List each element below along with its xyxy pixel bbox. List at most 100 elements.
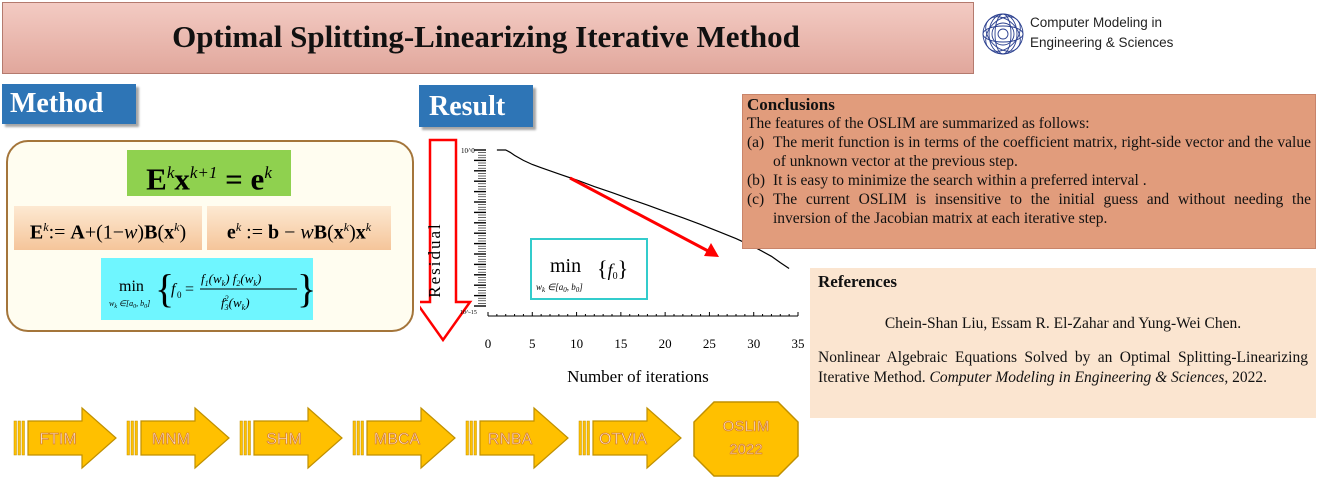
arrow-label: FTIM (39, 431, 76, 448)
chart-min-label: min (550, 255, 581, 277)
arrow-tail-stripe (586, 420, 590, 456)
svg-text:=: = (185, 281, 194, 298)
x-tick-label: 35 (792, 336, 805, 351)
arrow-shape (366, 406, 456, 470)
x-tick-label: 30 (747, 336, 760, 351)
arrow-tail-stripe (13, 420, 17, 456)
arrow-label: RNBA (488, 431, 533, 448)
arrow-shape (140, 406, 230, 470)
references-citation-year: , 2022. (1224, 369, 1267, 386)
y-axis-label: Residual (425, 222, 444, 298)
references-citation: Nonlinear Algebraic Equations Solved by … (818, 348, 1308, 388)
y-tick-label-top: 10^0 (461, 147, 475, 155)
equation-matrix-split: Ek:= A+(1−w)B(xk) (14, 206, 202, 250)
x-tick-label: 20 (659, 336, 672, 351)
method-heading: Method (2, 84, 136, 124)
arrow-tail-stripe (469, 420, 473, 456)
trend-arrow-head (704, 243, 719, 257)
arrow-shape (27, 406, 117, 470)
timeline-arrow-otvia: OTVIA (578, 406, 682, 470)
conclusion-text: It is easy to minimize the search within… (773, 172, 1147, 189)
svg-text:0: 0 (177, 290, 182, 300)
svg-text:f1(wk) f2(wk): f1(wk) f2(wk) (201, 271, 261, 288)
x-tick-label: 0 (485, 336, 492, 351)
arrow-shape (592, 406, 682, 470)
arrow-label: MBCA (374, 431, 421, 448)
arrow-tail-stripe (130, 420, 134, 456)
conclusion-label: (c) (747, 191, 765, 208)
svg-text:min: min (119, 278, 144, 295)
svg-text:{: { (155, 266, 174, 311)
arrow-shape (479, 406, 569, 470)
conclusion-item: (a) The merit function is in terms of th… (747, 133, 1311, 171)
conclusion-item: (c) The current OSLIM is insensitive to … (747, 190, 1311, 228)
references-citation-journal: Computer Modeling in Engineering & Scien… (929, 369, 1225, 386)
arrow-tail-stripe (473, 420, 477, 456)
y-axis-ticks (474, 149, 486, 307)
conclusions-title: Conclusions (747, 95, 835, 114)
svg-text:wk ∈[a0, b0]: wk ∈[a0, b0] (109, 299, 150, 310)
x-tick-label: 15 (614, 336, 627, 351)
journal-name-line2: Engineering & Sciences (1030, 35, 1174, 50)
x-tick-label: 5 (529, 336, 536, 351)
conclusion-item: (b) It is easy to minimize the search wi… (747, 171, 1311, 190)
final-method-shape (693, 401, 799, 477)
arrow-tail-stripe (243, 420, 247, 456)
equation-main: Ekxk+1 = ek (127, 150, 291, 196)
references-title: References (818, 272, 897, 291)
y-tick-label-bottom: 10^-15 (460, 310, 477, 316)
arrow-tail-stripe (352, 420, 356, 456)
timeline-arrow-ftim: FTIM (13, 406, 117, 470)
svg-text:}: } (297, 266, 313, 311)
references-authors: Chein-Shan Liu, Essam R. El-Zahar and Yu… (884, 315, 1242, 332)
chart-min-box (530, 238, 648, 300)
chart-min-f0: {f0} (597, 256, 628, 282)
x-axis-ticks: 0 5 10 15 20 25 30 35 (485, 312, 805, 351)
arrow-tail-stripe (17, 420, 21, 456)
title-banner (2, 2, 974, 74)
timeline-arrow-rnba: RNBA (465, 406, 569, 470)
x-tick-label: 10 (570, 336, 583, 351)
arrow-tail-stripe (21, 420, 25, 456)
arrow-tail-stripe (126, 420, 130, 456)
conclusion-text: The current OSLIM is insensitive to the … (773, 191, 1311, 227)
arrow-label: OTVIA (599, 431, 647, 448)
axis-down-arrow (420, 138, 473, 343)
arrow-tail-stripe (247, 420, 251, 456)
conclusion-label: (b) (747, 172, 766, 189)
final-method-year: 2022 (729, 441, 762, 458)
conclusions-intro: The features of the OSLIM are summarized… (747, 115, 1090, 132)
svg-text:f23(wk): f2 3(wk) (221, 294, 250, 312)
arrow-tail-stripe (356, 420, 360, 456)
journal-name: Computer Modeling in Engineering & Scien… (1030, 13, 1180, 53)
arrow-shape (253, 406, 343, 470)
conclusion-label: (a) (747, 134, 765, 151)
timeline-arrow-mnm: MNM (126, 406, 230, 470)
conclusion-text: The merit function is in terms of the co… (773, 134, 1311, 170)
arrow-tail-stripe (239, 420, 243, 456)
equation-minimization: min wk ∈[a0, b0] { f 0 = f1(wk) f2(wk) f… (101, 258, 313, 320)
svg-text:f: f (171, 281, 178, 298)
journal-name-line1: Computer Modeling in (1030, 15, 1163, 30)
residual-chart: Residual 10^0 10^-15 0 5 10 15 20 25 30 35 Numb… (420, 138, 805, 386)
arrow-label: MNM (152, 431, 190, 448)
arrow-label: SHM (266, 431, 302, 448)
arrow-tail-stripe (578, 420, 582, 456)
timeline-arrow-shm: SHM (239, 406, 343, 470)
arrow-tail-stripe (360, 420, 364, 456)
trend-arrow-line (569, 176, 711, 254)
conclusions-box: Conclusions The features of the OSLIM ar… (742, 94, 1316, 249)
arrow-tail-stripe (134, 420, 138, 456)
x-tick-label: 25 (703, 336, 716, 351)
result-heading: Result (419, 85, 533, 127)
page-title: Optimal Splitting-Linearizing Iterative … (172, 19, 800, 54)
x-axis-label: Number of iterations (567, 367, 709, 386)
arrow-tail-stripe (465, 420, 469, 456)
journal-globe-logo (982, 13, 1024, 55)
references-citation-title: Nonlinear Algebraic Equations Solved by … (818, 349, 1308, 386)
references-box: References Chein-Shan Liu, Essam R. El-Z… (810, 268, 1316, 418)
final-method-label: OSLIM (723, 418, 770, 435)
methods-timeline: FTIM MNM SHM MBCA RNBA OTVIA OSLIM 2022 (13, 401, 799, 477)
equation-vector-split: ek := b − wB(xk)xk (207, 206, 391, 250)
timeline-arrow-mbca: MBCA (352, 406, 456, 470)
